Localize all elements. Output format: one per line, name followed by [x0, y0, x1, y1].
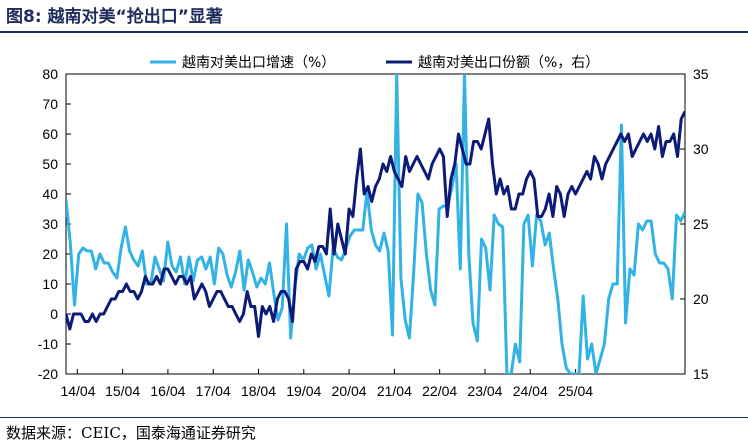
x-tick-label: 20/04 — [332, 383, 367, 399]
y-left-tick-label: -10 — [38, 336, 58, 352]
x-tick-label: 14/04 — [60, 383, 95, 399]
x-tick-label: 18/04 — [241, 383, 276, 399]
y-right-tick-label: 15 — [693, 366, 709, 382]
x-tick-label: 21/04 — [377, 383, 412, 399]
y-right-tick-label: 20 — [693, 291, 709, 307]
series-line-share — [66, 110, 685, 338]
y-axis-right: 15 20 25 30 35 — [680, 66, 709, 382]
legend-label-share: 越南对美出口份额（%，右） — [418, 55, 599, 71]
y-left-tick-label: 30 — [42, 216, 58, 232]
y-right-tick-label: 25 — [693, 216, 709, 232]
x-tick-label: 15/04 — [105, 383, 140, 399]
y-right-tick-label: 35 — [693, 66, 709, 82]
series-layer — [66, 74, 685, 374]
y-left-tick-label: 70 — [42, 96, 58, 112]
y-left-tick-label: 0 — [50, 306, 58, 322]
x-tick-label: 22/04 — [422, 383, 457, 399]
legend-label-growth: 越南对美出口增速（%） — [182, 55, 335, 71]
y-left-tick-label: -20 — [38, 366, 58, 382]
y-left-tick-label: 40 — [42, 186, 58, 202]
source-note: 数据来源：CEIC，国泰海通证券研究 — [6, 424, 256, 442]
y-axis-left: -20 -10 0 10 20 30 40 50 60 70 80 — [38, 66, 71, 382]
x-tick-label: 24/04 — [513, 383, 548, 399]
plot-frame — [65, 73, 686, 375]
y-left-tick-label: 50 — [42, 156, 58, 172]
y-left-tick-label: 80 — [42, 66, 58, 82]
legend: 越南对美出口增速（%） 越南对美出口份额（%，右） — [150, 55, 599, 71]
figure-title: 图8: 越南对美“抢出口”显著 — [6, 7, 223, 27]
x-tick-label: 17/04 — [196, 383, 231, 399]
y-right-tick-label: 30 — [693, 141, 709, 157]
x-tick-label: 19/04 — [286, 383, 321, 399]
x-axis: 14/04 15/04 16/04 17/04 18/04 19/04 20/04 21/04… — [60, 369, 593, 399]
title-rule — [0, 31, 748, 33]
x-tick-label: 23/04 — [467, 383, 502, 399]
y-left-tick-label: 20 — [42, 246, 58, 262]
y-left-tick-label: 60 — [42, 126, 58, 142]
x-tick-label: 16/04 — [150, 383, 185, 399]
footer-rule — [0, 417, 748, 418]
x-tick-label: 25/04 — [558, 383, 593, 399]
y-left-tick-label: 10 — [42, 276, 58, 292]
series-line-growth — [66, 74, 685, 374]
